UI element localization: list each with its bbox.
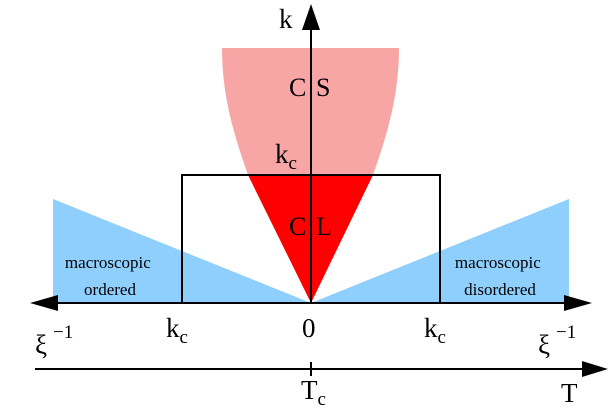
zero-label: 0 — [302, 313, 316, 343]
t-axis-arrowhead — [582, 361, 608, 377]
xi-inverse-left-label: ξ −1 — [35, 322, 73, 360]
tc-label: Tc — [301, 375, 326, 410]
cl-l-label: L — [316, 212, 332, 241]
cs-s-label: S — [316, 73, 330, 102]
cs-c-label: C — [289, 73, 306, 102]
k-axis-label: k — [279, 4, 293, 34]
macroscopic-ordered-label: macroscopic ordered — [65, 253, 155, 299]
t-axis-label: T — [561, 378, 578, 408]
k-axis-arrowhead — [302, 4, 320, 30]
kc-top-label: kc — [275, 139, 297, 174]
xi-inverse-right-label: ξ −1 — [538, 322, 576, 360]
kc-right-label: kc — [424, 313, 446, 348]
cl-c-label: C — [289, 212, 306, 241]
macroscopic-disordered-label: macroscopic disordered — [455, 253, 545, 299]
kc-left-label: kc — [166, 313, 188, 348]
scale-axis-left-arrowhead — [30, 295, 58, 311]
scale-axis-right-arrowhead — [564, 295, 592, 311]
